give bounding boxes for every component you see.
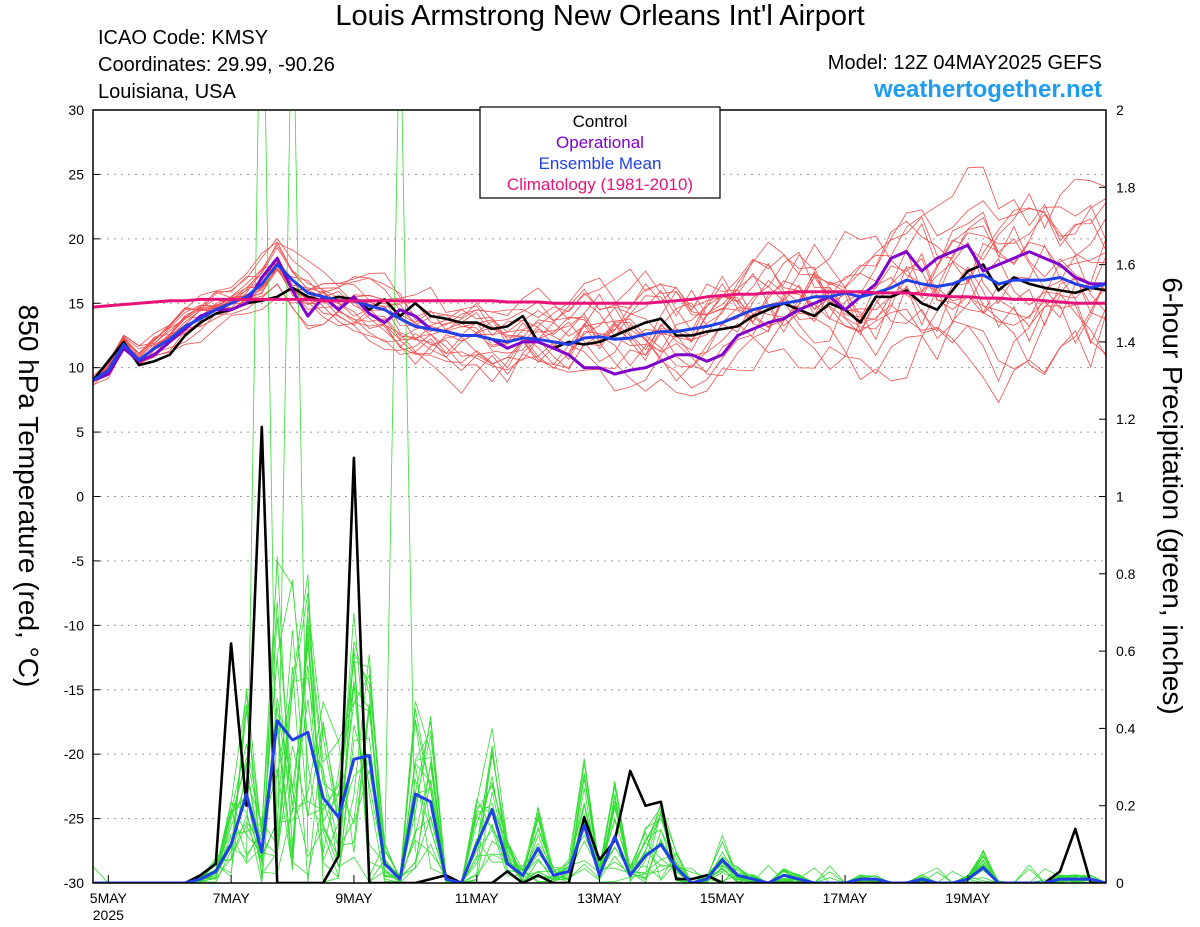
- y-left-tick-label: 10: [68, 360, 84, 376]
- precipitation-member-line: [93, 641, 1106, 883]
- x-tick-label: 13MAY: [577, 890, 623, 906]
- y-left-tick-label: 0: [76, 489, 84, 505]
- temperature-member-line: [93, 243, 1106, 404]
- y-right-tick-label: 1.8: [1116, 179, 1136, 195]
- x-tick-label: 17MAY: [823, 890, 869, 906]
- temperature-member-line: [93, 241, 1106, 381]
- precipitation-member-line: [93, 632, 1106, 883]
- y-right-tick-label: 1.4: [1116, 334, 1136, 350]
- y-left-tick-label: -15: [64, 682, 84, 698]
- axes: 302520151050-5-10-15-20-25-3021.81.61.41…: [64, 102, 1136, 923]
- legend-box: [479, 106, 721, 199]
- temperature-member-line: [93, 261, 1106, 392]
- coordinates: Coordinates: 29.99, -90.26: [98, 54, 335, 76]
- x-tick-label: 7MAY: [213, 890, 251, 906]
- site-link[interactable]: weathertogether.net: [873, 76, 1102, 103]
- model-run: Model: 12Z 04MAY2025 GEFS: [827, 52, 1102, 74]
- y-left-tick-label: 5: [76, 424, 84, 440]
- y-left-tick-label: 25: [68, 166, 84, 182]
- y-left-tick-label: -30: [64, 875, 84, 891]
- y-left-tick-label: -5: [72, 553, 85, 569]
- legend-entry-climatology: Climatology (1981-2010): [507, 175, 693, 194]
- temperature-member-line: [93, 242, 1106, 379]
- x-tick-label: 19MAY: [945, 890, 991, 906]
- precipitation-member-line: [93, 630, 1106, 883]
- temperature-member-line: [93, 275, 1106, 389]
- control-precipitation-line: [93, 425, 1106, 883]
- temperature-member-line: [93, 216, 1106, 381]
- climatology-temperature-line: [93, 290, 1106, 309]
- x-tick-label: 9MAY: [335, 890, 373, 906]
- y-right-tick-label: 1: [1116, 489, 1124, 505]
- legend-entry-ensemble-mean: Ensemble Mean: [539, 154, 662, 173]
- x-tick-sublabel: 2025: [93, 907, 124, 923]
- y-left-tick-label: 20: [68, 231, 84, 247]
- y-right-tick-label: 0: [1116, 875, 1124, 891]
- x-tick-label: 5MAY: [90, 890, 128, 906]
- chart-title: Louis Armstrong New Orleans Int'l Airpor…: [335, 0, 865, 32]
- temperature-member-line: [93, 200, 1106, 383]
- y-right-tick-label: 0.6: [1116, 643, 1136, 659]
- y-right-tick-label: 0.4: [1116, 720, 1136, 736]
- y-left-tick-label: 30: [68, 102, 84, 118]
- temperature-member-line: [93, 217, 1106, 386]
- y-right-tick-label: 2: [1116, 102, 1124, 118]
- temperature-member-line: [93, 246, 1106, 386]
- precipitation-member-line: [93, 641, 1106, 883]
- y-right-tick-label: 0.2: [1116, 798, 1136, 814]
- legend: Control Operational Ensemble Mean Climat…: [479, 106, 721, 199]
- y-left-tick-label: -10: [64, 617, 84, 633]
- y-right-tick-label: 0.8: [1116, 566, 1136, 582]
- precipitation-member-line: [93, 592, 1106, 883]
- region: Louisiana, USA: [98, 81, 236, 103]
- y-right-tick-label: 1.2: [1116, 411, 1136, 427]
- precipitation-member-line: [276, 110, 309, 864]
- y-right-tick-label: 1.6: [1116, 257, 1136, 273]
- x-tick-label: 11MAY: [455, 890, 499, 906]
- ensemble-mean-temperature-line: [93, 263, 1106, 382]
- precipitation-member-line: [246, 110, 278, 864]
- temperature-member-line: [93, 220, 1106, 383]
- precipitation-member-line: [93, 601, 1106, 883]
- operational-temperature-line: [93, 243, 1106, 382]
- y-left-tick-label: -25: [64, 811, 84, 827]
- x-tick-label: 15MAY: [700, 890, 746, 906]
- legend-entry-control: Control: [573, 112, 628, 131]
- y-left-tick-label: -20: [64, 746, 84, 762]
- y-left-tick-label: 15: [68, 295, 84, 311]
- icao-code: ICAO Code: KMSY: [98, 27, 269, 49]
- precipitation-member-line: [93, 604, 1106, 883]
- legend-entry-operational: Operational: [556, 133, 644, 152]
- grid-lines: [93, 173, 1106, 820]
- precipitation-member-line: [384, 110, 416, 864]
